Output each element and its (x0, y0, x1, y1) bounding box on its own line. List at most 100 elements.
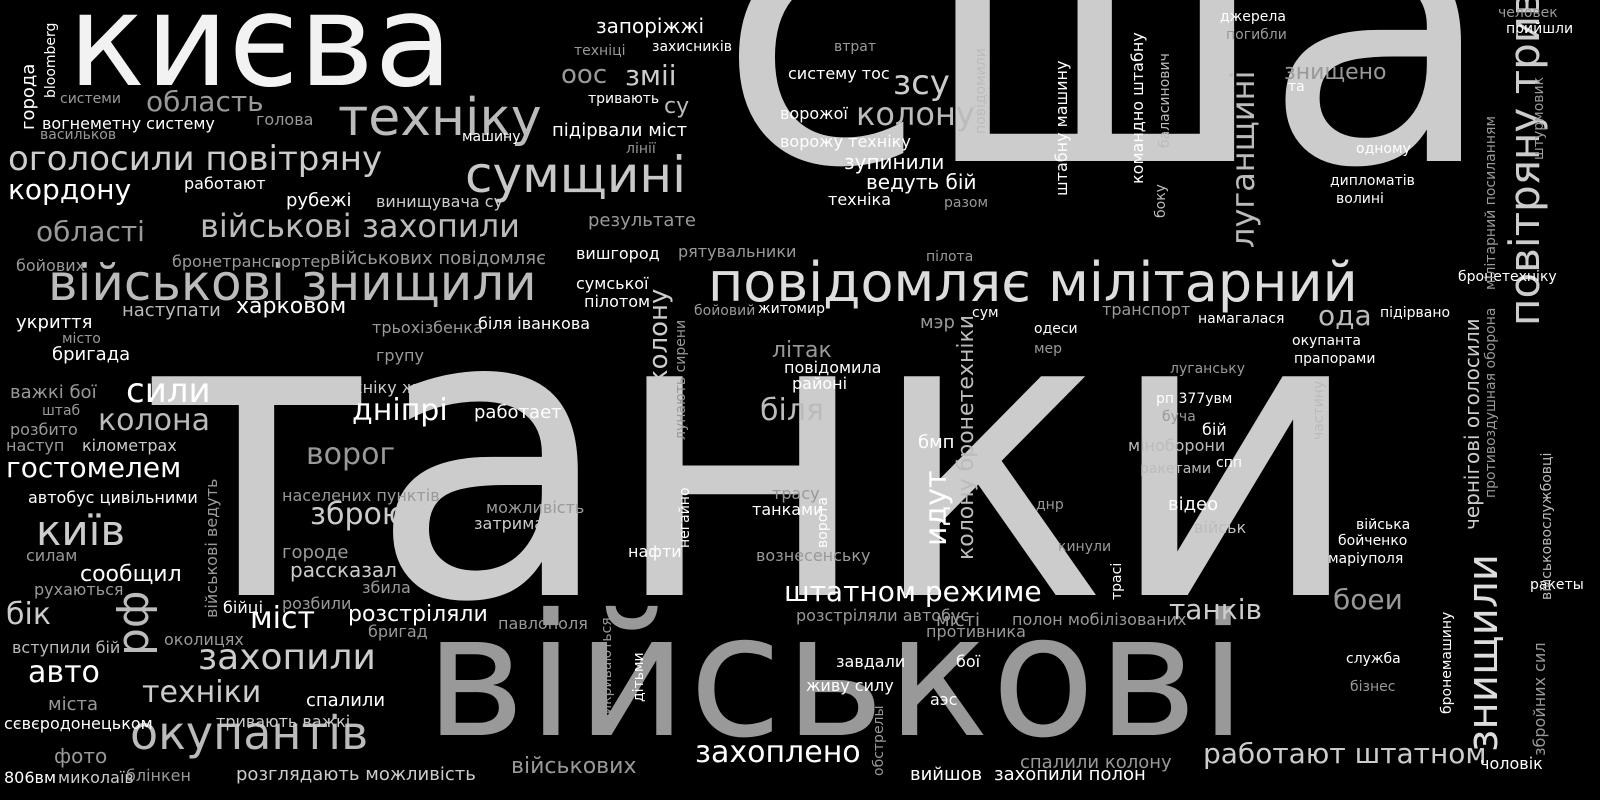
word: служба (1346, 651, 1401, 667)
word: військові ведуть (202, 478, 221, 618)
word: бізнес (1350, 679, 1396, 695)
word: населених пунктів (282, 486, 440, 505)
word: вишгород (576, 244, 660, 263)
word: одному (1356, 141, 1411, 157)
word: пілота (926, 249, 974, 265)
word: тривають (588, 91, 660, 107)
word: зсу (893, 63, 950, 103)
word: васильков (40, 127, 117, 143)
word: спп (1216, 455, 1243, 471)
word: чернігові оголосили (1460, 318, 1484, 530)
word: важкі бої (10, 382, 97, 403)
word: завдали (836, 652, 906, 671)
word: біля (760, 393, 825, 428)
word: рятувальники (678, 242, 797, 261)
word: техніка (828, 190, 892, 209)
word: боку (1153, 184, 1169, 218)
word: захопили (198, 637, 376, 678)
word: сумської (576, 274, 649, 293)
word: повідомила (784, 358, 882, 377)
word: військовослужбовці (1539, 452, 1555, 600)
word: маріуполя (1328, 551, 1404, 567)
word: зупинили (844, 150, 945, 174)
word: укриття (16, 312, 93, 333)
word: систему тос (788, 64, 890, 83)
word: біля іванкова (478, 314, 591, 333)
word: bloomberg (43, 22, 59, 98)
word: захопили полон (994, 764, 1146, 785)
word: бої (956, 652, 981, 671)
word: негайно (677, 487, 693, 548)
word: бронемашину (1439, 611, 1455, 714)
word: результате (588, 210, 696, 231)
word: розстріляли (348, 602, 488, 627)
word: прикриваються (599, 617, 615, 732)
word: обстрелы (871, 705, 887, 776)
word: знищили колону (644, 288, 674, 516)
word: работают (184, 174, 266, 193)
word: танки (140, 225, 1365, 690)
word: частину (1311, 380, 1327, 440)
word: бойовий (694, 303, 756, 319)
word: міноборони (1128, 436, 1226, 455)
word: сша (718, 0, 1496, 251)
word: затримали (474, 514, 565, 533)
word: миколаїв (58, 768, 134, 787)
word: бійці (223, 598, 264, 617)
word: намагалася (1198, 311, 1285, 327)
word: бронетранспортер (172, 252, 331, 271)
word: сєвєродонецьком (4, 714, 153, 733)
word: су (664, 94, 690, 119)
word: павлополя (498, 614, 588, 633)
word: колону (856, 95, 975, 133)
word: прийшли (1506, 21, 1574, 37)
word: спалили колону (1020, 752, 1172, 773)
word: кілометрах (82, 436, 177, 455)
word: штурмовик (1531, 76, 1547, 160)
word: захоплено (695, 735, 861, 770)
word: гостомелем (6, 451, 182, 484)
word: рухаються (34, 580, 124, 599)
word: втрат (834, 39, 877, 55)
word: мер (1034, 341, 1063, 357)
word: захисників (652, 39, 732, 55)
word: групу (376, 346, 424, 365)
word: волині (1336, 191, 1384, 207)
word: кордону (8, 173, 132, 206)
word: вступили бій (12, 638, 121, 657)
word: техніки (142, 675, 262, 710)
word: лунають сирени (673, 319, 689, 440)
word: полон мобілізованих (1012, 610, 1187, 629)
word: дипломатів (1330, 173, 1415, 189)
word: городa (18, 63, 39, 130)
word: околицях (164, 630, 244, 649)
word: бригад (368, 622, 428, 641)
word: область (146, 85, 264, 118)
word: військові знищили (48, 254, 537, 312)
word: ведуть бій (866, 170, 977, 194)
word: танками (752, 500, 824, 519)
word: блінкен (126, 766, 191, 785)
word: техніку живу (334, 378, 446, 397)
word: аэс (930, 690, 958, 709)
word: військових повідомляє (330, 248, 547, 269)
word: військові захопили (200, 207, 520, 245)
word: баласинович (1157, 53, 1173, 148)
word: відео (1168, 494, 1219, 515)
word: оос (561, 60, 608, 90)
word: ода (1318, 299, 1372, 332)
word: тривають важкі (216, 712, 351, 731)
word: буча (1162, 409, 1196, 425)
word: бмп (918, 432, 955, 453)
word: харковом (236, 294, 347, 319)
word: розстріляли автобус (796, 606, 970, 625)
word: противника (926, 622, 1026, 641)
word: лінії (626, 141, 656, 157)
word: одеси (1034, 321, 1078, 337)
word: силам (26, 546, 78, 565)
word: києва (68, 0, 453, 116)
word: луганщині (1224, 70, 1262, 248)
word: сум (972, 305, 999, 321)
word: бронетехніку (1458, 269, 1557, 285)
